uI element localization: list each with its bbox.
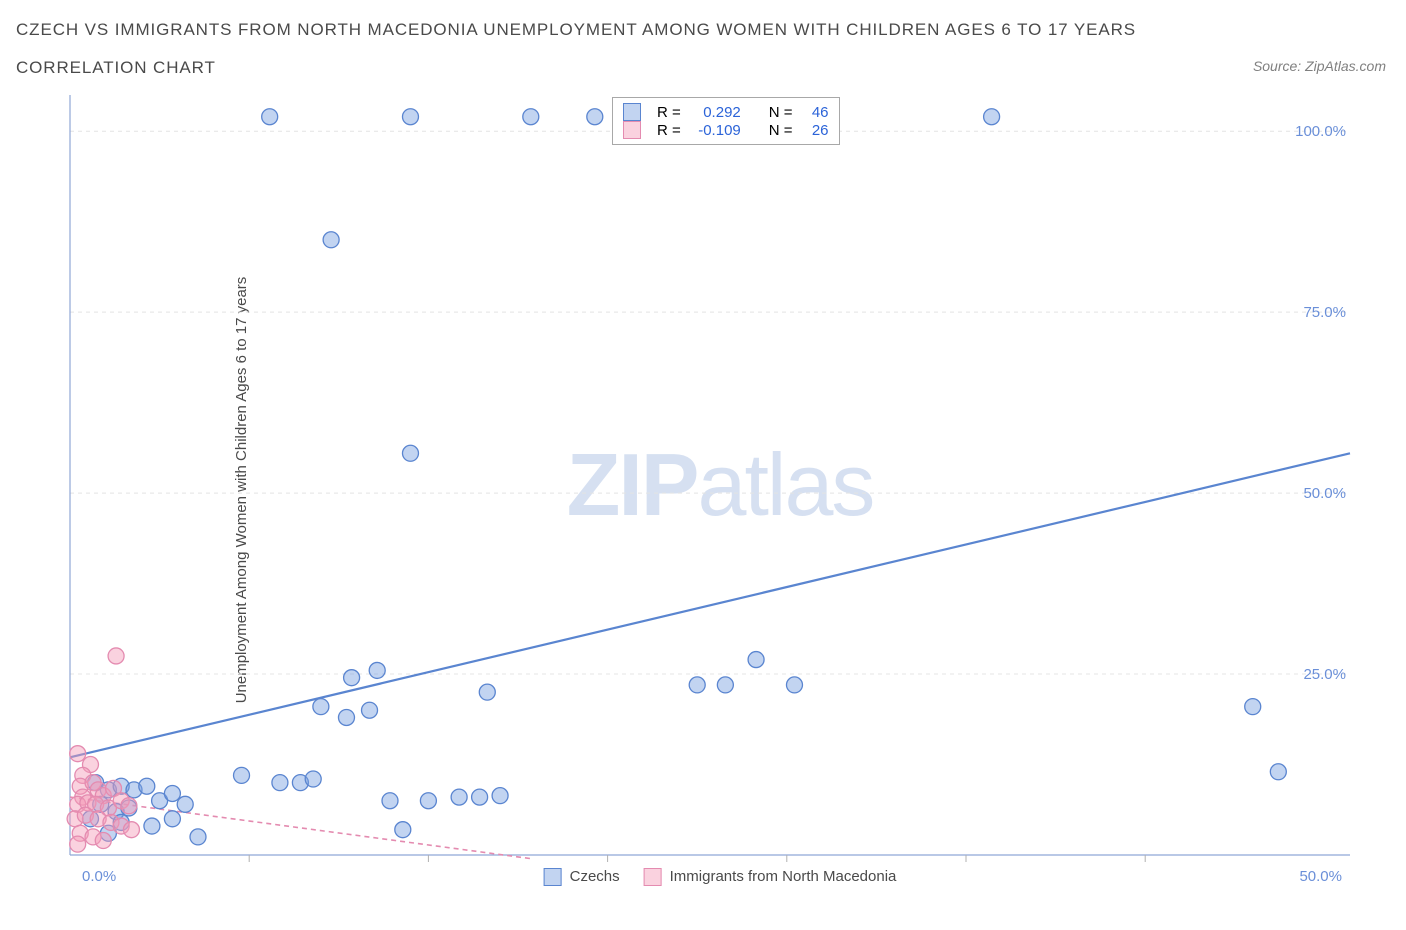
page: CZECH VS IMMIGRANTS FROM NORTH MACEDONIA… [0, 0, 1406, 930]
data-point [395, 822, 411, 838]
legend-swatch [623, 121, 641, 139]
data-point [362, 702, 378, 718]
data-point [1270, 764, 1286, 780]
data-point [420, 793, 436, 809]
series-legend-item: Immigrants from North Macedonia [644, 868, 897, 886]
data-point [748, 652, 764, 668]
legend-swatch [623, 103, 641, 121]
legend-swatch [644, 868, 662, 886]
n-label: N = [769, 104, 793, 121]
data-point [402, 109, 418, 125]
series-legend: Czechs Immigrants from North Macedonia [544, 868, 897, 886]
data-point [523, 109, 539, 125]
series-legend-label: Czechs [570, 868, 620, 885]
data-point [164, 785, 180, 801]
data-point [234, 767, 250, 783]
data-point [139, 778, 155, 794]
y-tick-label: 50.0% [1303, 485, 1346, 502]
x-tick-label: 0.0% [82, 868, 116, 885]
data-point [382, 793, 398, 809]
series-legend-item: Czechs [544, 868, 620, 886]
n-value: 46 [801, 104, 829, 121]
data-point [479, 684, 495, 700]
legend-swatch [544, 868, 562, 886]
stats-legend-row: R = 0.292 N = 46 [623, 103, 829, 121]
stats-legend: R = 0.292 N = 46 R = -0.109 N = 26 [612, 97, 840, 145]
data-point [344, 670, 360, 686]
data-point [369, 662, 385, 678]
data-point [70, 746, 86, 762]
data-point [1245, 699, 1261, 715]
n-value: 26 [801, 122, 829, 139]
y-tick-label: 75.0% [1303, 304, 1346, 321]
data-point [472, 789, 488, 805]
data-point [305, 771, 321, 787]
data-point [451, 789, 467, 805]
r-value: 0.292 [689, 104, 741, 121]
data-point [323, 232, 339, 248]
chart-title-line-2: CORRELATION CHART [16, 58, 216, 78]
plot-svg: 0.0% 50.0% 25.0% 50.0% 75.0% 100.0% [60, 90, 1380, 890]
data-point [786, 677, 802, 693]
source-label: Source: ZipAtlas.com [1253, 58, 1386, 74]
data-point [338, 709, 354, 725]
y-tick-label: 25.0% [1303, 666, 1346, 683]
r-value: -0.109 [689, 122, 741, 139]
r-label: R = [657, 104, 681, 121]
series-legend-label: Immigrants from North Macedonia [670, 868, 897, 885]
data-point [717, 677, 733, 693]
y-tick-label: 100.0% [1295, 123, 1346, 140]
data-point [689, 677, 705, 693]
data-point [587, 109, 603, 125]
data-point [177, 796, 193, 812]
n-label: N = [769, 122, 793, 139]
correlation-scatter-chart: Unemployment Among Women with Children A… [60, 90, 1380, 890]
data-point [121, 798, 137, 814]
data-point [402, 445, 418, 461]
x-tick-label: 50.0% [1299, 868, 1342, 885]
data-point [95, 833, 111, 849]
data-point [262, 109, 278, 125]
data-point [272, 775, 288, 791]
data-point [70, 836, 86, 852]
r-label: R = [657, 122, 681, 139]
data-point [984, 109, 1000, 125]
data-point [492, 788, 508, 804]
data-point [313, 699, 329, 715]
data-point [164, 811, 180, 827]
data-point [123, 822, 139, 838]
data-point [190, 829, 206, 845]
data-point [144, 818, 160, 834]
chart-title-line-1: CZECH VS IMMIGRANTS FROM NORTH MACEDONIA… [16, 20, 1136, 40]
trend-line [70, 453, 1350, 757]
stats-legend-row: R = -0.109 N = 26 [623, 121, 829, 139]
data-point [108, 648, 124, 664]
